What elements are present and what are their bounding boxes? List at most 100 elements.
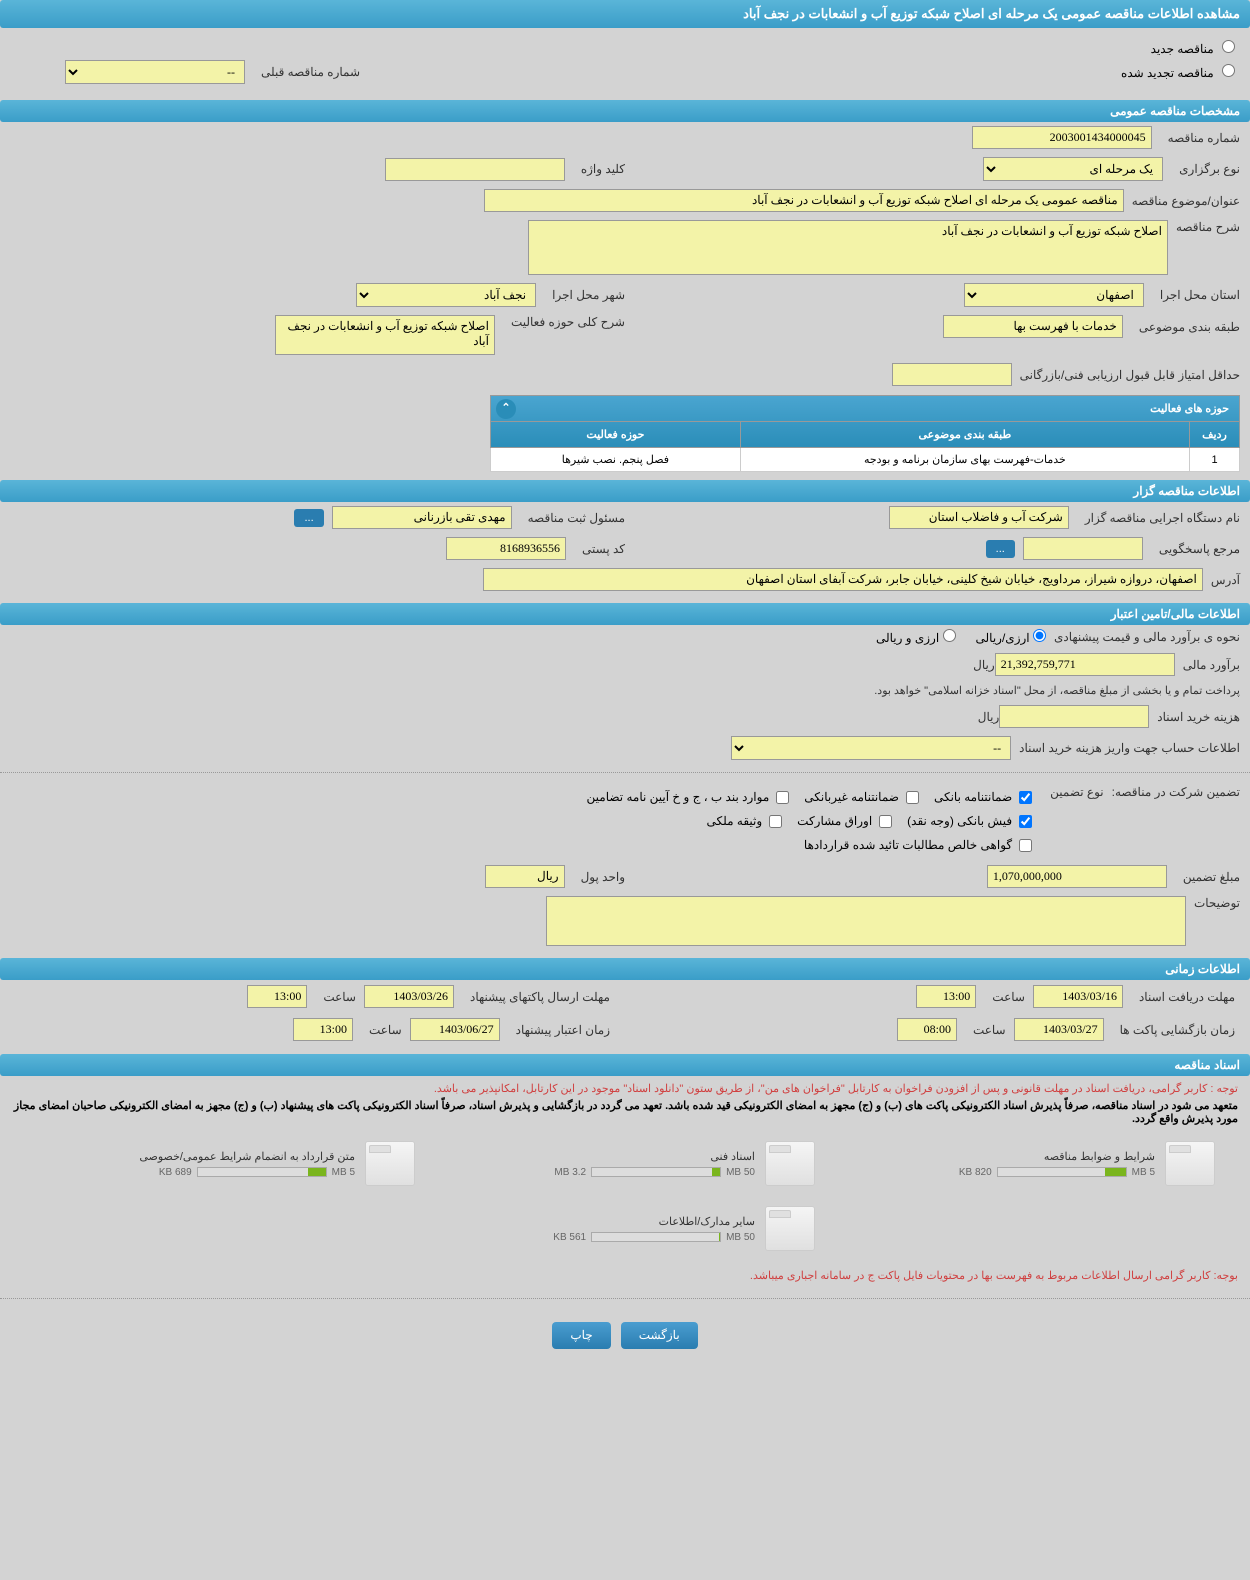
submit-date[interactable] <box>364 985 454 1008</box>
responsible-input[interactable] <box>332 506 512 529</box>
file3-title: متن قرارداد به انضمام شرایط عمومی/خصوصی <box>35 1150 355 1163</box>
file4-progress <box>591 1232 721 1242</box>
open-time-label: ساعت <box>973 1023 1006 1037</box>
radio-renewed-input[interactable] <box>1222 64 1235 77</box>
keyword-label: کلید واژه <box>581 162 625 176</box>
postal-input[interactable] <box>446 537 566 560</box>
guarantee-amt-label: مبلغ تضمین <box>1183 870 1240 884</box>
check-nonbank[interactable]: ضمانتنامه غیربانکی <box>804 790 919 804</box>
category-label: طبقه بندی موضوعی <box>1139 320 1240 334</box>
radio-new-tender[interactable]: مناقصه جدید <box>15 40 1235 56</box>
row-num: 1 <box>1190 448 1240 472</box>
deadline-time-label: ساعت <box>992 990 1025 1004</box>
section4-header: اطلاعات زمانی <box>0 958 1250 980</box>
file2-max: 50 MB <box>726 1167 755 1178</box>
method-radio2[interactable]: ارزی و ریالی <box>876 629 956 645</box>
collapse-icon[interactable]: ⌃ <box>496 399 516 419</box>
contact-more-button[interactable]: ... <box>986 540 1015 558</box>
city-label: شهر محل اجرا <box>552 288 625 302</box>
validity-date[interactable] <box>410 1018 500 1041</box>
doc-cost-input[interactable] <box>999 705 1149 728</box>
folder-icon <box>765 1206 815 1251</box>
submit-time-label: ساعت <box>323 990 356 1004</box>
account-label: اطلاعات حساب جهت واریز هزینه خرید اسناد <box>1019 741 1240 755</box>
notes-textarea[interactable] <box>546 896 1186 946</box>
submit-label: مهلت ارسال پاکتهای پیشنهاد <box>470 990 610 1004</box>
type-select[interactable]: یک مرحله ای <box>983 157 1163 181</box>
print-button[interactable]: چاپ <box>552 1322 610 1349</box>
file4-max: 50 MB <box>726 1232 755 1243</box>
file2-size: 3.2 MB <box>554 1167 586 1178</box>
category-input[interactable] <box>943 315 1123 338</box>
estimate-input[interactable] <box>995 653 1175 676</box>
foot-note: بوجه: کاربر گرامی ارسال اطلاعات مربوط به… <box>12 1269 1238 1282</box>
check-property[interactable]: وثیقه ملکی <box>707 814 783 828</box>
type-label: نوع برگزاری <box>1179 162 1240 176</box>
guarantee-curr-label: واحد پول <box>581 870 625 884</box>
deadline-date[interactable] <box>1033 985 1123 1008</box>
guarantee-label: تضمین شرکت در مناقصه: <box>1112 785 1240 799</box>
method-radio1[interactable]: ارزی/ریالی <box>976 629 1046 645</box>
keyword-input[interactable] <box>385 158 565 181</box>
activities-title: حوزه های فعالیت <box>1150 403 1229 415</box>
currency-label: ریال <box>973 658 995 672</box>
prev-tender-select[interactable]: -- <box>65 60 245 84</box>
responsible-label: مسئول ثبت مناقصه <box>528 511 625 525</box>
subject-input[interactable] <box>484 189 1124 212</box>
radio-renewed-tender[interactable]: مناقصه تجدید شده <box>1121 64 1235 80</box>
col-scope: حوزه فعالیت <box>491 422 741 448</box>
desc-textarea[interactable]: اصلاح شبکه توزیع آب و انشعابات در نجف آب… <box>528 220 1168 275</box>
check-cert[interactable]: گواهی خالص مطالبات تائید شده قراردادها <box>804 838 1032 852</box>
validity-time-label: ساعت <box>369 1023 402 1037</box>
treasury-note: پرداخت تمام و یا بخشی از مبلغ مناقصه، از… <box>874 684 1240 697</box>
deadline-label: مهلت دریافت اسناد <box>1139 990 1235 1004</box>
folder-icon <box>765 1141 815 1186</box>
doc-cost-label: هزینه خرید اسناد <box>1157 710 1240 724</box>
more-button[interactable]: ... <box>294 509 323 527</box>
validity-time[interactable] <box>293 1018 353 1041</box>
file-item-1[interactable]: شرایط و ضوابط مناقصه 5 MB 820 KB <box>835 1141 1215 1186</box>
open-time[interactable] <box>897 1018 957 1041</box>
open-date[interactable] <box>1014 1018 1104 1041</box>
back-button[interactable]: بازگشت <box>621 1322 698 1349</box>
min-score-input[interactable] <box>892 363 1012 386</box>
method-radio2-input[interactable] <box>943 629 956 642</box>
contact-label: مرجع پاسخگویی <box>1159 542 1240 556</box>
radio-new-input[interactable] <box>1222 40 1235 53</box>
org-input[interactable] <box>889 506 1069 529</box>
province-select[interactable]: اصفهان <box>964 283 1144 307</box>
check-bonds[interactable]: اوراق مشارکت <box>797 814 892 828</box>
scope-textarea[interactable]: اصلاح شبکه توزیع آب و انشعابات در نجف آب… <box>275 315 495 355</box>
radio-renewed-label: مناقصه تجدید شده <box>1121 66 1214 80</box>
org-label: نام دستگاه اجرایی مناقصه گزار <box>1085 511 1240 525</box>
method-label: نحوه ی برآورد مالی و قیمت پیشنهادی <box>1054 630 1240 644</box>
min-score-label: حداقل امتیاز قابل قبول ارزیابی فنی/بازرگ… <box>1020 368 1240 382</box>
row-cat: خدمات-فهرست بهای سازمان برنامه و بودجه <box>740 448 1189 472</box>
section5-header: اسناد مناقصه <box>0 1054 1250 1076</box>
file1-title: شرایط و ضوابط مناقصه <box>835 1150 1155 1163</box>
folder-icon <box>1165 1141 1215 1186</box>
method-radio1-input[interactable] <box>1033 629 1046 642</box>
prev-tender-label: شماره مناقصه قبلی <box>261 65 360 79</box>
city-select[interactable]: نجف آباد <box>356 283 536 307</box>
file3-max: 5 MB <box>332 1167 355 1178</box>
address-input[interactable] <box>483 568 1203 591</box>
note1: توجه : کاربر گرامی، دریافت اسناد در مهلت… <box>12 1082 1238 1095</box>
deadline-time[interactable] <box>916 985 976 1008</box>
contact-input[interactable] <box>1023 537 1143 560</box>
tender-no-input[interactable] <box>972 126 1152 149</box>
check-cash[interactable]: فیش بانکی (وجه نقد) <box>907 814 1032 828</box>
file1-size: 820 KB <box>959 1167 992 1178</box>
doc-cost-curr: ریال <box>978 710 1000 724</box>
row-scope: فصل پنجم. نصب شیرها <box>491 448 741 472</box>
submit-time[interactable] <box>247 985 307 1008</box>
file1-progress <box>997 1167 1127 1177</box>
check-bank[interactable]: ضمانتنامه بانکی <box>934 790 1032 804</box>
file-item-3[interactable]: متن قرارداد به انضمام شرایط عمومی/خصوصی … <box>35 1141 415 1186</box>
file-item-2[interactable]: اسناد فنی 50 MB 3.2 MB <box>435 1141 815 1186</box>
guarantee-amt-input[interactable] <box>987 865 1167 888</box>
guarantee-curr-input[interactable] <box>485 865 565 888</box>
file-item-4[interactable]: سایر مدارک/اطلاعات 50 MB 561 KB <box>435 1206 815 1251</box>
check-items[interactable]: موارد بند ب ، ج و خ آیین نامه تضامین <box>587 790 790 804</box>
account-select[interactable]: -- <box>731 736 1011 760</box>
